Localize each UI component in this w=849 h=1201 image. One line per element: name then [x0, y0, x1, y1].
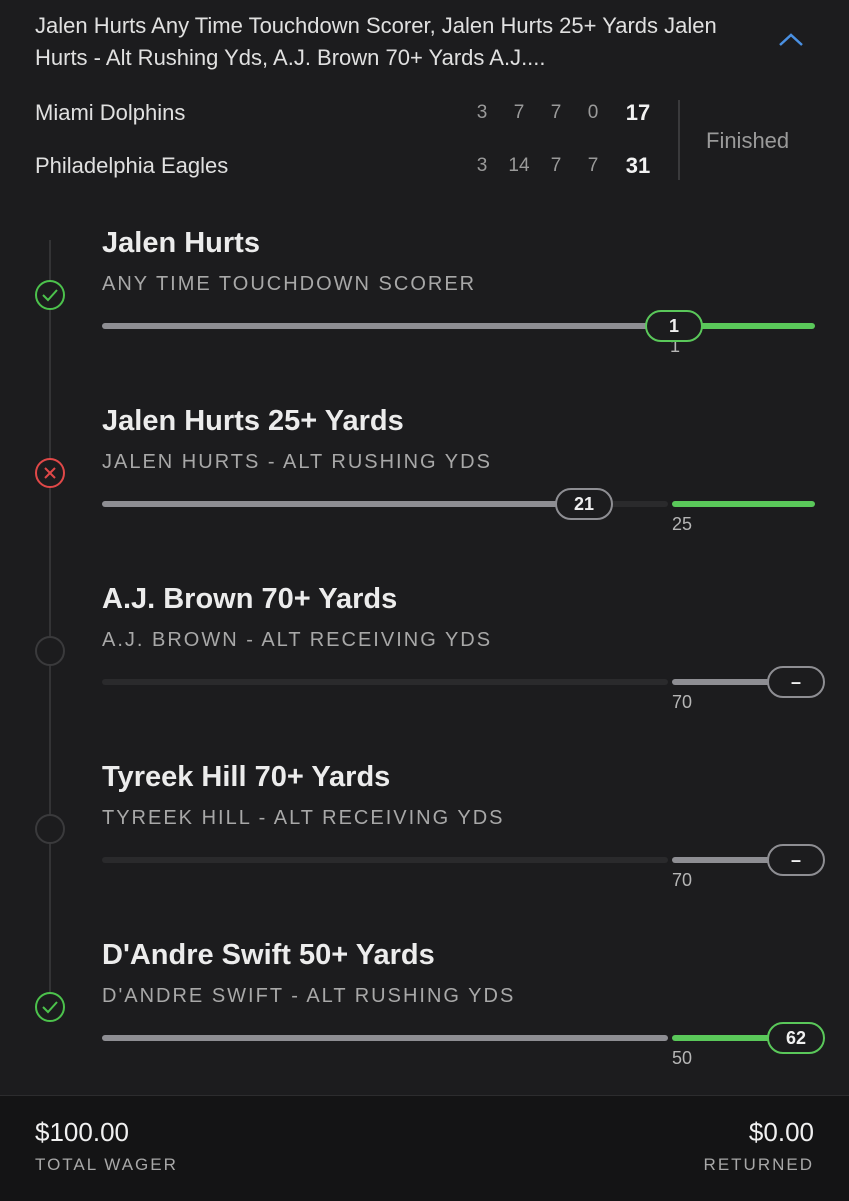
target-label: 50	[672, 1048, 693, 1068]
total-score: 17	[625, 100, 651, 125]
target-label: 1	[670, 336, 681, 356]
progress-bar	[102, 501, 580, 507]
leg: Jalen Hurts 25+ Yards JALEN HURTS - ALT R…	[0, 403, 849, 573]
status-icon	[35, 636, 65, 666]
progress-bar	[102, 857, 668, 863]
progress-bar	[672, 1035, 790, 1041]
collapse-chevron[interactable]	[776, 30, 806, 50]
leg-subtitle: TYREEK HILL - ALT RECEIVING YDS	[102, 807, 505, 829]
leg: Jalen Hurts ANY TIME TOUCHDOWN SCORER 1 1	[0, 225, 849, 395]
status-icon	[35, 814, 65, 844]
returned-label: RETURNED	[703, 1155, 814, 1174]
leg-title: A.J. Brown 70+ Yards	[102, 583, 398, 615]
quarter-score: 14	[508, 155, 530, 176]
quarter-score: 7	[587, 155, 599, 176]
current-value: –	[767, 666, 825, 698]
progress-bar	[102, 323, 670, 329]
leg-subtitle: ANY TIME TOUCHDOWN SCORER	[102, 273, 477, 295]
status-icon	[35, 280, 65, 310]
leg: A.J. Brown 70+ Yards A.J. BROWN - ALT REC…	[0, 581, 849, 751]
target-label: 70	[672, 692, 693, 712]
quarter-score: 0	[587, 102, 599, 123]
leg-subtitle: JALEN HURTS - ALT RUSHING YDS	[102, 451, 492, 473]
wager-amount: $100.00	[35, 1117, 129, 1147]
progress-bar	[102, 679, 668, 685]
progress-bar	[672, 501, 815, 507]
team-name: Miami Dolphins	[35, 100, 186, 125]
game-status: Finished	[706, 128, 790, 153]
leg-title: D'Andre Swift 50+ Yards	[102, 939, 435, 971]
footer: $100.00 TOTAL WAGER $0.00 RETURNED	[0, 1095, 849, 1201]
current-value: –	[767, 844, 825, 876]
current-value: 1	[645, 310, 703, 342]
current-value: 21	[555, 488, 613, 520]
returned-amount: $0.00	[748, 1117, 814, 1147]
progress-bar	[672, 679, 790, 685]
leg-subtitle: A.J. BROWN - ALT RECEIVING YDS	[102, 629, 493, 651]
status-icon	[35, 458, 65, 488]
status-icon	[35, 992, 65, 1022]
progress-bar	[672, 857, 790, 863]
quarter-score: 7	[550, 155, 562, 176]
bet-title: Jalen Hurts Any Time Touchdown Scorer, J…	[35, 13, 717, 70]
quarter-score: 7	[550, 102, 562, 123]
total-score: 31	[625, 153, 651, 178]
quarter-score: 3	[476, 102, 488, 123]
progress-bar	[580, 501, 668, 507]
progress-bar	[670, 323, 815, 329]
quarter-score: 7	[513, 102, 525, 123]
leg-subtitle: D'ANDRE SWIFT - ALT RUSHING YDS	[102, 985, 516, 1007]
progress-bar	[102, 1035, 668, 1041]
team-name: Philadelphia Eagles	[35, 153, 229, 178]
target-label: 25	[672, 514, 693, 534]
leg-title: Jalen Hurts 25+ Yards	[102, 405, 404, 437]
wager-label: TOTAL WAGER	[35, 1155, 178, 1174]
leg-title: Jalen Hurts	[102, 227, 260, 259]
current-value: 62	[767, 1022, 825, 1054]
divider	[678, 100, 680, 180]
quarter-score: 3	[476, 155, 488, 176]
timeline	[49, 240, 51, 1010]
leg-title: Tyreek Hill 70+ Yards	[102, 761, 391, 793]
target-label: 70	[672, 870, 693, 890]
leg: D'Andre Swift 50+ Yards D'ANDRE SWIFT - A…	[0, 937, 849, 1107]
leg: Tyreek Hill 70+ Yards TYREEK HILL - ALT R…	[0, 759, 849, 929]
